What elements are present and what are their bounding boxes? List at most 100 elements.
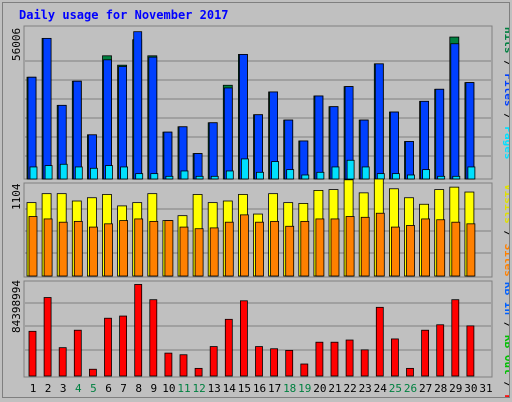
pages-bar-day-7	[120, 166, 128, 180]
kbytes-bar-day-6	[104, 317, 112, 377]
day-label-19: 19	[298, 382, 311, 395]
day-label-20: 20	[313, 382, 326, 395]
pages-bar-day-10	[165, 175, 174, 180]
kbytes-bar-day-27	[421, 329, 430, 377]
kbytes-bar-day-18	[285, 349, 294, 377]
pages-bar-day-13	[210, 175, 219, 180]
pages-bar-day-14	[225, 170, 234, 180]
sites-bar-day-13	[209, 227, 219, 277]
kbytes-bar-day-20	[315, 341, 324, 377]
files-bar-day-26	[405, 141, 414, 180]
pages-bar-day-26	[407, 174, 415, 180]
pages-bar-day-21	[331, 166, 340, 180]
pages-bar-day-29	[452, 175, 461, 180]
top-panel-legend: Hits / Files / Pages	[502, 27, 509, 160]
sites-bar-day-30	[466, 223, 476, 277]
pages-bar-day-3	[59, 163, 68, 180]
kbytes-bar-day-19	[300, 363, 309, 377]
files-bar-day-16	[254, 114, 263, 180]
sites-bar-day-3	[58, 221, 68, 277]
files-bar-day-4	[72, 80, 82, 180]
legend-kb-f: KB F	[502, 395, 509, 397]
sites-bar-day-5	[89, 226, 98, 277]
kbytes-bar-day-16	[255, 346, 263, 377]
legend-visits: Visits	[502, 184, 509, 224]
sites-bar-day-17	[270, 220, 280, 277]
pages-bar-day-18	[286, 169, 295, 180]
day-label-26: 26	[404, 382, 417, 395]
sites-bar-day-6	[104, 223, 113, 277]
files-bar-day-29	[450, 43, 460, 180]
sites-bar-day-19	[300, 220, 310, 277]
files-bar-day-6	[103, 59, 112, 180]
legend-separator: /	[502, 315, 509, 335]
day-label-15: 15	[238, 382, 251, 395]
files-bar-day-9	[148, 56, 158, 180]
day-label-28: 28	[434, 382, 447, 395]
chart-frame: Daily usage for November 2017 56006 1104…	[2, 2, 510, 398]
pages-bar-day-25	[391, 173, 400, 180]
day-label-18: 18	[283, 382, 296, 395]
middle-panel-max-label: 1104	[10, 183, 23, 210]
day-label-7: 7	[120, 382, 127, 395]
pages-bar-day-2	[44, 165, 53, 180]
day-label-21: 21	[328, 382, 341, 395]
sites-bar-day-27	[421, 218, 431, 277]
day-label-22: 22	[343, 382, 356, 395]
files-bar-day-8	[133, 31, 143, 180]
kbytes-bar-day-8	[134, 284, 143, 377]
kbytes-bar-day-26	[406, 367, 414, 377]
files-bar-day-13	[208, 122, 218, 180]
panel-kbytes	[23, 280, 493, 378]
day-label-6: 6	[105, 382, 112, 395]
pages-bar-day-15	[240, 158, 249, 180]
files-bar-day-30	[465, 82, 475, 180]
kbytes-bar-day-23	[360, 349, 369, 377]
day-label-27: 27	[419, 382, 432, 395]
top-panel-max-label: 56006	[10, 28, 23, 61]
sites-bar-day-25	[390, 226, 400, 277]
daily-usage-chart: Daily usage for November 2017 56006 1104…	[10, 8, 509, 397]
day-label-4: 4	[75, 382, 82, 395]
chart-title: Daily usage for November 2017	[19, 8, 229, 22]
sites-bar-day-2	[43, 218, 53, 277]
legend-kb-in: KB In	[502, 282, 509, 315]
day-label-16: 16	[253, 382, 266, 395]
kbytes-bar-day-12	[194, 367, 203, 377]
legend-sites: Sites	[502, 244, 509, 277]
pages-bar-day-6	[105, 165, 113, 180]
day-label-5: 5	[90, 382, 97, 395]
pages-bar-day-28	[437, 175, 446, 180]
sites-bar-day-18	[285, 225, 295, 277]
sites-bar-day-14	[224, 221, 234, 277]
pages-bar-day-17	[271, 161, 280, 180]
pages-bar-day-16	[256, 171, 264, 180]
pages-bar-day-22	[346, 159, 355, 180]
pages-bar-day-24	[376, 173, 385, 180]
sites-bar-day-24	[375, 212, 385, 277]
day-label-31: 31	[479, 382, 492, 395]
sites-bar-day-23	[360, 216, 370, 277]
kbytes-bar-day-28	[436, 324, 445, 377]
kbytes-bar-day-21	[330, 341, 339, 377]
files-bar-day-27	[420, 100, 430, 180]
kbytes-bar-day-10	[164, 352, 173, 377]
kbytes-bar-day-25	[390, 338, 399, 377]
sites-bar-day-11	[179, 226, 189, 277]
legend-separator: /	[502, 107, 509, 127]
day-label-1: 1	[30, 382, 37, 395]
sites-bar-day-21	[330, 218, 340, 277]
files-bar-day-1	[27, 76, 37, 180]
day-label-25: 25	[389, 382, 402, 395]
legend-separator: /	[502, 375, 509, 395]
kbytes-bar-day-2	[43, 297, 52, 377]
kbytes-bar-day-13	[209, 346, 218, 377]
chart-bars	[25, 31, 491, 377]
files-bar-day-20	[314, 95, 324, 180]
pages-bar-day-11	[180, 170, 189, 180]
pages-bar-day-19	[301, 174, 310, 180]
sites-bar-day-22	[345, 216, 355, 277]
day-label-23: 23	[359, 382, 372, 395]
sites-bar-day-12	[194, 228, 204, 277]
files-bar-day-7	[118, 66, 127, 180]
